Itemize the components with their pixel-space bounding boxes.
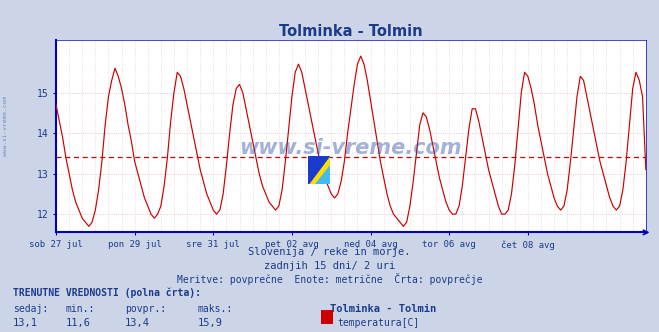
Text: www.si-vreme.com: www.si-vreme.com [240, 138, 462, 158]
Polygon shape [315, 164, 330, 184]
Text: TRENUTNE VREDNOSTI (polna črta):: TRENUTNE VREDNOSTI (polna črta): [13, 287, 201, 298]
Text: zadnjih 15 dni/ 2 uri: zadnjih 15 dni/ 2 uri [264, 261, 395, 271]
Text: Slovenija / reke in morje.: Slovenija / reke in morje. [248, 247, 411, 257]
Text: 13,4: 13,4 [125, 318, 150, 328]
Text: min.:: min.: [66, 304, 96, 314]
Title: Tolminka - Tolmin: Tolminka - Tolmin [279, 24, 422, 39]
Polygon shape [308, 156, 330, 184]
Text: temperatura[C]: temperatura[C] [337, 318, 420, 328]
Text: Meritve: povprečne  Enote: metrične  Črta: povprečje: Meritve: povprečne Enote: metrične Črta:… [177, 273, 482, 285]
Text: 11,6: 11,6 [66, 318, 91, 328]
Text: sedaj:: sedaj: [13, 304, 48, 314]
Text: povpr.:: povpr.: [125, 304, 166, 314]
Polygon shape [308, 156, 330, 184]
Text: 13,1: 13,1 [13, 318, 38, 328]
Text: maks.:: maks.: [198, 304, 233, 314]
Text: Tolminka - Tolmin: Tolminka - Tolmin [330, 304, 436, 314]
Text: 15,9: 15,9 [198, 318, 223, 328]
Text: www.si-vreme.com: www.si-vreme.com [3, 96, 9, 156]
